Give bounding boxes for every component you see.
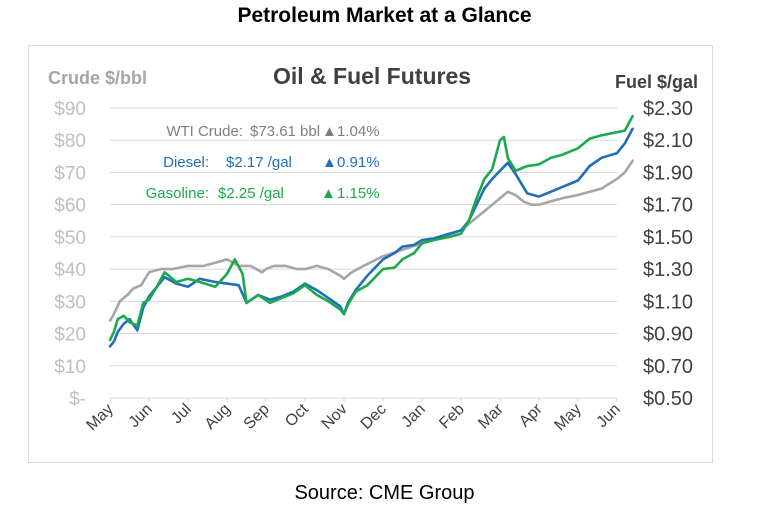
source-note: Source: CME Group [294, 482, 475, 504]
y-tick-label-right: $2.10 [643, 130, 693, 152]
y-tick-label-right: $1.10 [643, 291, 693, 313]
legend-change-gasoline: 1.15% [337, 185, 380, 202]
x-tick-label: Mar [475, 400, 507, 432]
y-tick-label-left: $10 [54, 357, 86, 378]
y-tick-label-right: $2.30 [643, 98, 693, 120]
legend-price-diesel: $2.17 /gal [226, 154, 292, 171]
legend-price-wti: $73.61 bbl [250, 123, 320, 140]
legend-label-gasoline: Gasoline: [146, 185, 209, 202]
legend: WTI Crude: $73.61 bbl ▲ 1.04% Diesel: $2… [146, 123, 380, 202]
legend-price-gasoline: $2.25 /gal [218, 185, 284, 202]
chart-title: Oil & Fuel Futures [273, 63, 471, 89]
y-tick-label-left: $40 [54, 260, 86, 281]
y-axis-title-right: Fuel $/gal [615, 72, 698, 92]
legend-label-diesel: Diesel: [163, 154, 209, 171]
y-tick-label-left: $- [69, 389, 86, 410]
y-tick-label-left: $80 [54, 131, 86, 152]
y-tick-label-right: $1.50 [643, 227, 693, 249]
page-title: Petroleum Market at a Glance [237, 4, 532, 27]
legend-change-wti: 1.04% [337, 123, 380, 140]
chart-frame [28, 45, 713, 463]
x-tick-label: Jan [399, 401, 429, 431]
x-tick-label: Jul [168, 401, 194, 427]
y-tick-label-right: $0.90 [643, 324, 693, 346]
y-tick-label-right: $0.50 [643, 388, 693, 410]
y-tick-label-left: $70 [54, 163, 86, 184]
x-tick-label: May [83, 401, 116, 434]
y-tick-label-right: $1.70 [643, 195, 693, 217]
x-tick-label: Aug [202, 401, 234, 433]
y-axis-right-ticks: $0.50 $0.70 $0.90 $1.10 $1.30 $1.50 $1.70 $1.90… [643, 98, 693, 410]
y-tick-label-left: $50 [54, 228, 86, 249]
series-line-wti-crude [108, 159, 634, 323]
x-tick-label: Feb [436, 401, 468, 433]
y-tick-label-right: $1.90 [643, 162, 693, 184]
x-tick-label: Nov [319, 401, 351, 433]
x-tick-label: Oct [282, 400, 312, 430]
x-axis-ticks: May Jun Jul Aug Sep Oct Nov Dec Jan Feb Mar Apr May J… [83, 398, 624, 434]
legend-entry-gasoline: Gasoline: $2.25 /gal ▲ 1.15% [146, 185, 380, 202]
series-line-gasoline [108, 114, 634, 342]
y-tick-label-left: $90 [54, 99, 86, 120]
y-tick-label-left: $20 [54, 325, 86, 346]
legend-label-wti: WTI Crude: [166, 123, 243, 140]
x-tick-label: Jun [126, 401, 156, 431]
up-triangle-icon: ▲ [321, 185, 336, 202]
x-tick-label: May [551, 401, 584, 434]
up-triangle-icon: ▲ [322, 123, 337, 140]
x-tick-label: Sep [241, 401, 273, 433]
y-tick-label-right: $0.70 [643, 356, 693, 378]
series-lines [108, 114, 634, 348]
gridlines [110, 107, 617, 399]
legend-entry-wti: WTI Crude: $73.61 bbl ▲ 1.04% [166, 123, 379, 140]
y-tick-label-left: $60 [54, 196, 86, 217]
y-axis-left-ticks: $- $10 $20 $30 $40 $50 $60 $70 $80 $90 [54, 99, 86, 410]
y-tick-label-left: $30 [54, 292, 86, 313]
x-tick-label: Dec [358, 401, 390, 433]
x-tick-label: Jun [594, 401, 624, 431]
x-tick-label: Apr [516, 400, 546, 430]
up-triangle-icon: ▲ [322, 154, 337, 171]
legend-entry-diesel: Diesel: $2.17 /gal ▲ 0.91% [163, 154, 379, 171]
y-tick-label-right: $1.30 [643, 259, 693, 281]
legend-change-diesel: 0.91% [337, 154, 380, 171]
y-axis-title-left: Crude $/bbl [48, 68, 147, 88]
